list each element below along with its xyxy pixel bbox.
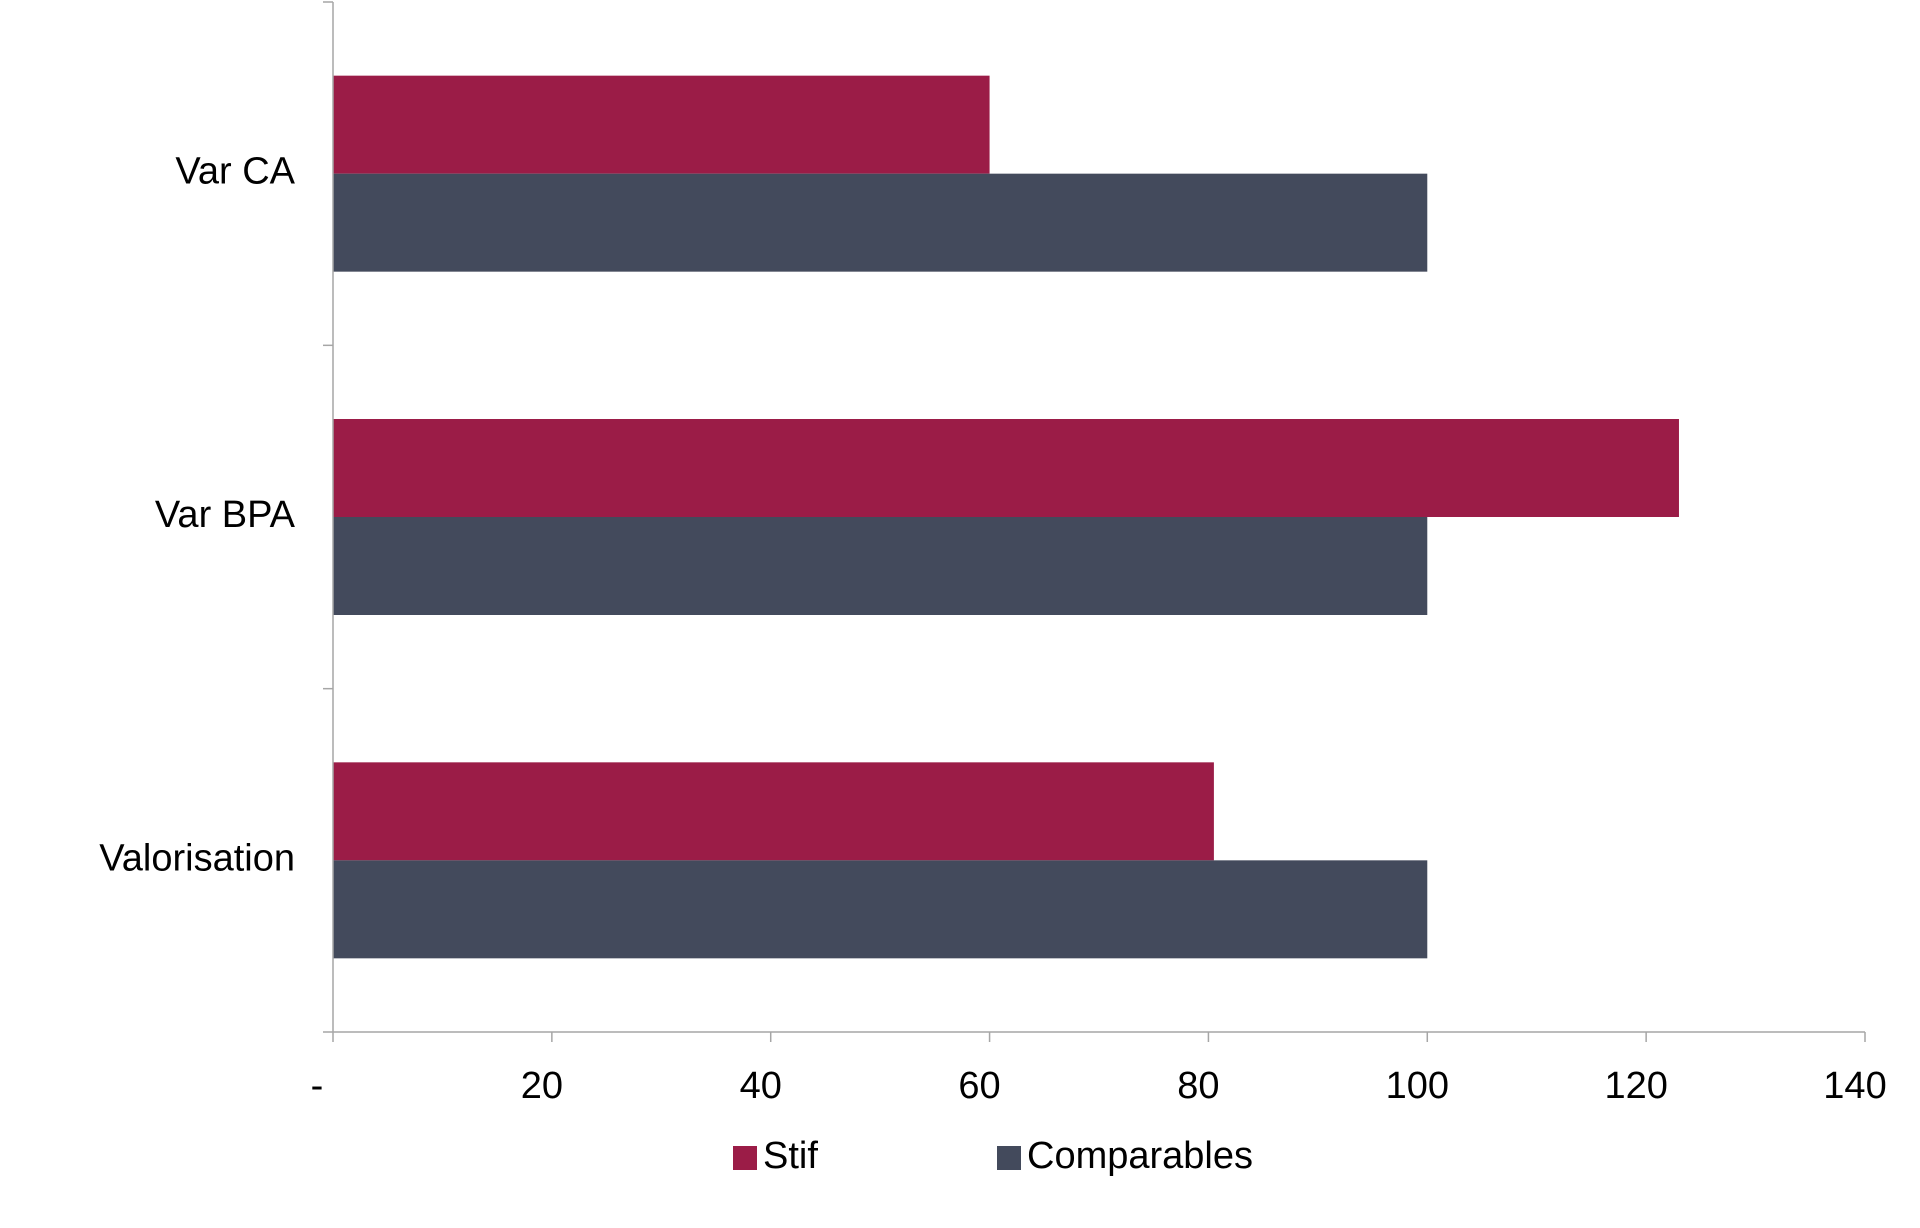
x-tick-label: - [311,1065,324,1107]
bar-stif-var-bpa [333,419,1679,517]
legend-label-stif: Stif [763,1135,818,1177]
legend: Stif Comparables [733,1135,1253,1177]
x-tick-label: 40 [740,1065,782,1107]
bar-stif-var-ca [333,75,990,174]
bar-comparables-var-ca [333,173,1428,272]
x-tick-label: 20 [521,1065,563,1107]
category-label: Var BPA [155,494,296,536]
x-tick-label: 120 [1604,1065,1667,1107]
category-label: Var CA [175,151,295,193]
labels-layer: Var CA Var BPA Valorisation - 20 40 60 80 100 120… [99,151,1886,1107]
x-tick-label: 100 [1386,1065,1449,1107]
axes-layer [323,1,1866,1042]
bar-comparables-var-bpa [333,517,1428,615]
legend-swatch-comparables [997,1146,1021,1170]
legend-swatch-stif [733,1146,757,1170]
x-tick-label: 60 [958,1065,1000,1107]
x-tick-label: 80 [1177,1065,1219,1107]
bars-layer [333,75,1679,959]
x-tick-label: 140 [1823,1065,1886,1107]
category-label: Valorisation [99,837,295,879]
bar-comparables-valorisation [333,860,1428,959]
bar-stif-valorisation [333,762,1214,861]
legend-label-comparables: Comparables [1027,1135,1253,1177]
